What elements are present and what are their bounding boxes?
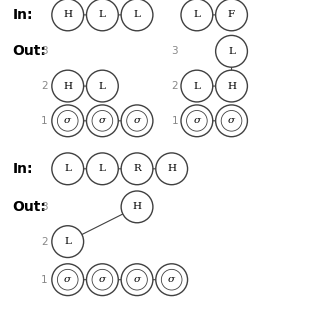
Text: Out:: Out: [13, 44, 47, 58]
Text: H: H [133, 202, 141, 212]
Text: F: F [228, 10, 235, 20]
Ellipse shape [181, 105, 213, 137]
Text: H: H [227, 81, 236, 91]
Ellipse shape [216, 70, 247, 102]
Ellipse shape [156, 153, 187, 185]
Text: L: L [64, 237, 71, 246]
Ellipse shape [121, 105, 153, 137]
Text: 1: 1 [41, 116, 48, 126]
Ellipse shape [87, 153, 118, 185]
Text: L: L [99, 81, 106, 91]
Text: σ: σ [193, 116, 200, 125]
Text: H: H [167, 164, 176, 173]
Text: L: L [193, 81, 200, 91]
Text: σ: σ [168, 275, 175, 284]
Ellipse shape [121, 153, 153, 185]
Ellipse shape [87, 264, 118, 296]
Text: 1: 1 [41, 275, 48, 285]
Text: R: R [133, 164, 141, 173]
Text: σ: σ [134, 116, 140, 125]
Ellipse shape [121, 264, 153, 296]
Ellipse shape [156, 264, 187, 296]
Ellipse shape [181, 0, 213, 31]
Ellipse shape [216, 105, 247, 137]
Ellipse shape [52, 105, 83, 137]
Text: In:: In: [13, 162, 33, 176]
Text: 2: 2 [41, 237, 48, 247]
Ellipse shape [87, 0, 118, 31]
Text: L: L [64, 164, 71, 173]
Text: Out:: Out: [13, 200, 47, 214]
Text: 3: 3 [171, 46, 178, 56]
Text: 2: 2 [41, 81, 48, 91]
Ellipse shape [216, 0, 247, 31]
Text: In:: In: [13, 8, 33, 22]
Ellipse shape [121, 191, 153, 223]
Ellipse shape [121, 0, 153, 31]
Text: 1: 1 [171, 116, 178, 126]
Text: 3: 3 [41, 46, 48, 56]
Text: σ: σ [228, 116, 235, 125]
Ellipse shape [52, 0, 83, 31]
Text: L: L [99, 164, 106, 173]
Text: L: L [193, 10, 200, 20]
Ellipse shape [52, 264, 83, 296]
Ellipse shape [52, 70, 83, 102]
Text: σ: σ [64, 275, 71, 284]
Text: H: H [63, 81, 72, 91]
Text: H: H [63, 10, 72, 20]
Text: L: L [134, 10, 140, 20]
Text: L: L [99, 10, 106, 20]
Text: σ: σ [99, 116, 106, 125]
Text: 3: 3 [41, 202, 48, 212]
Ellipse shape [87, 105, 118, 137]
Text: σ: σ [134, 275, 140, 284]
Ellipse shape [52, 226, 83, 258]
Text: L: L [228, 47, 235, 56]
Text: σ: σ [99, 275, 106, 284]
Text: σ: σ [64, 116, 71, 125]
Text: 2: 2 [171, 81, 178, 91]
Ellipse shape [181, 70, 213, 102]
Ellipse shape [216, 35, 247, 67]
Ellipse shape [52, 153, 83, 185]
Ellipse shape [87, 70, 118, 102]
